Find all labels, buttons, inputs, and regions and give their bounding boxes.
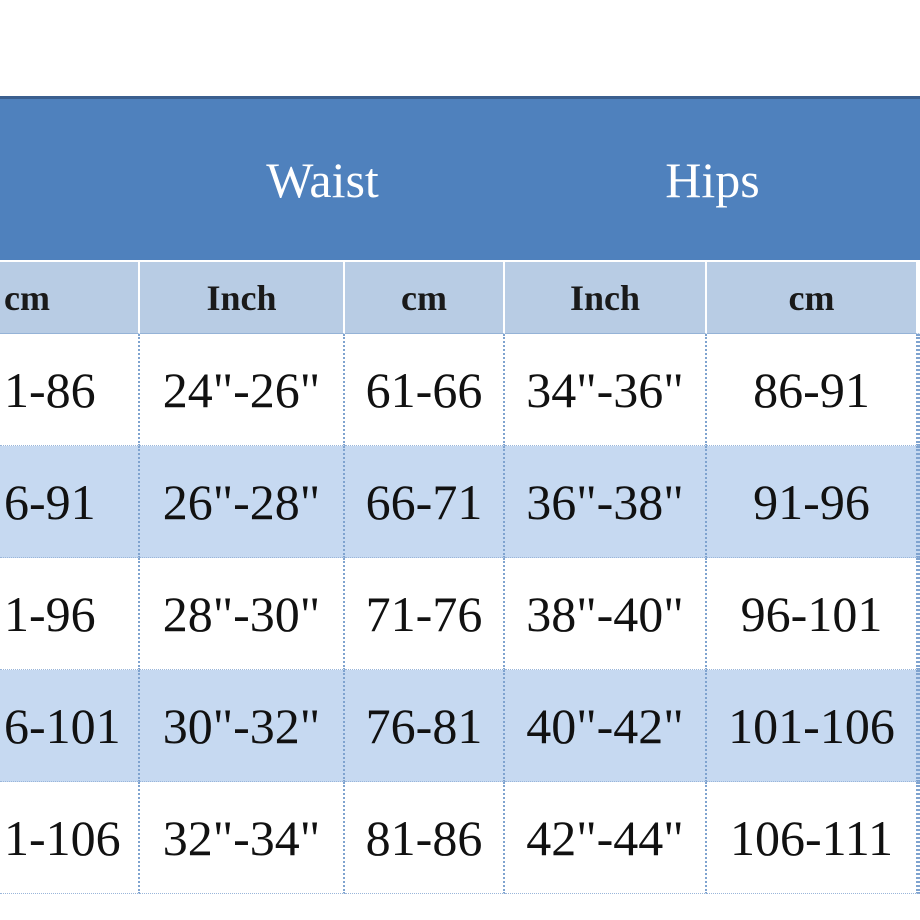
table-cell: 6-91 bbox=[0, 446, 140, 558]
table-cell: 26"-28" bbox=[140, 446, 345, 558]
table-cell: 76-81 bbox=[345, 670, 505, 782]
table-cell: 101-106 bbox=[707, 670, 918, 782]
subheader-cell: cm bbox=[707, 262, 918, 334]
table-cell: 91-96 bbox=[707, 446, 918, 558]
table-cell: 6-101 bbox=[0, 670, 140, 782]
table-cell: 61-66 bbox=[345, 334, 505, 446]
table-cell: 1-106 bbox=[0, 782, 140, 894]
table-cell: 1-96 bbox=[0, 558, 140, 670]
table-cell bbox=[918, 670, 920, 782]
table-cell bbox=[918, 558, 920, 670]
table-cell: 40"-42" bbox=[505, 670, 707, 782]
table-cell: 32"-34" bbox=[140, 782, 345, 894]
table-cell: 1-86 bbox=[0, 334, 140, 446]
table-cell: 38"-40" bbox=[505, 558, 707, 670]
table-cell bbox=[918, 782, 920, 894]
table-cell: 86-91 bbox=[707, 334, 918, 446]
subheader-cell bbox=[918, 262, 920, 334]
header-cell: Waist bbox=[140, 99, 505, 260]
header-cell bbox=[0, 99, 140, 260]
table-cell: 42"-44" bbox=[505, 782, 707, 894]
subheader-cell: Inch bbox=[140, 262, 345, 334]
subheader-cell: cm bbox=[0, 262, 140, 334]
subheader-cell: cm bbox=[345, 262, 505, 334]
table-cell: 24"-26" bbox=[140, 334, 345, 446]
table-cell bbox=[918, 446, 920, 558]
subheader-cell: Inch bbox=[505, 262, 707, 334]
table-cell: 96-101 bbox=[707, 558, 918, 670]
table-cell: 66-71 bbox=[345, 446, 505, 558]
table-cell: 30"-32" bbox=[140, 670, 345, 782]
table-cell: 36"-38" bbox=[505, 446, 707, 558]
size-table bbox=[0, 96, 920, 896]
table-cell bbox=[918, 334, 920, 446]
table-cell: 81-86 bbox=[345, 782, 505, 894]
header-cell: Hips bbox=[505, 99, 920, 260]
table-cell: 106-111 bbox=[707, 782, 918, 894]
table-cell: 34"-36" bbox=[505, 334, 707, 446]
table-cell: 71-76 bbox=[345, 558, 505, 670]
table-cell: 28"-30" bbox=[140, 558, 345, 670]
